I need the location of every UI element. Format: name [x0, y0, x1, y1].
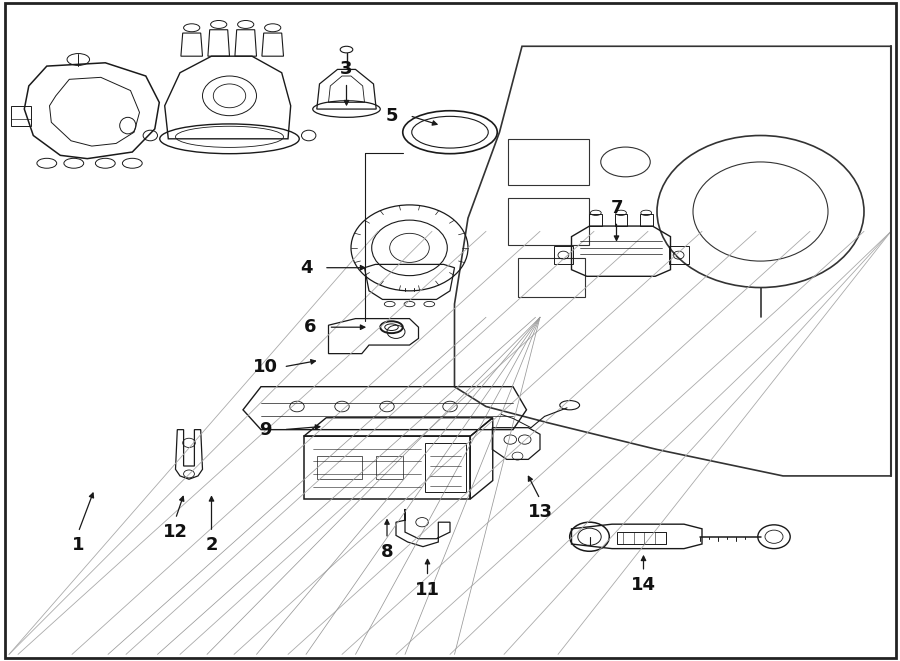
- Text: 12: 12: [163, 523, 188, 541]
- Text: 5: 5: [385, 106, 398, 125]
- Text: 6: 6: [304, 318, 317, 336]
- Bar: [554, 246, 573, 264]
- Text: 7: 7: [610, 199, 623, 217]
- Text: 13: 13: [527, 503, 553, 522]
- Text: 3: 3: [340, 60, 353, 79]
- Bar: [590, 214, 602, 226]
- Bar: [640, 214, 652, 226]
- Text: 4: 4: [300, 258, 312, 277]
- Text: 14: 14: [631, 576, 656, 594]
- Text: 11: 11: [415, 580, 440, 599]
- Bar: [11, 106, 31, 126]
- Text: 8: 8: [381, 543, 393, 561]
- Bar: [616, 532, 666, 544]
- Bar: [615, 214, 627, 226]
- Bar: [318, 456, 363, 479]
- Bar: [508, 198, 590, 245]
- Bar: [508, 139, 590, 185]
- Text: 10: 10: [253, 358, 278, 376]
- Bar: [425, 443, 466, 492]
- Text: 2: 2: [205, 536, 218, 555]
- Text: 9: 9: [259, 420, 272, 439]
- Bar: [669, 246, 689, 264]
- Bar: [376, 456, 403, 479]
- Bar: [518, 258, 585, 297]
- Bar: [304, 436, 470, 499]
- Text: 1: 1: [72, 536, 85, 555]
